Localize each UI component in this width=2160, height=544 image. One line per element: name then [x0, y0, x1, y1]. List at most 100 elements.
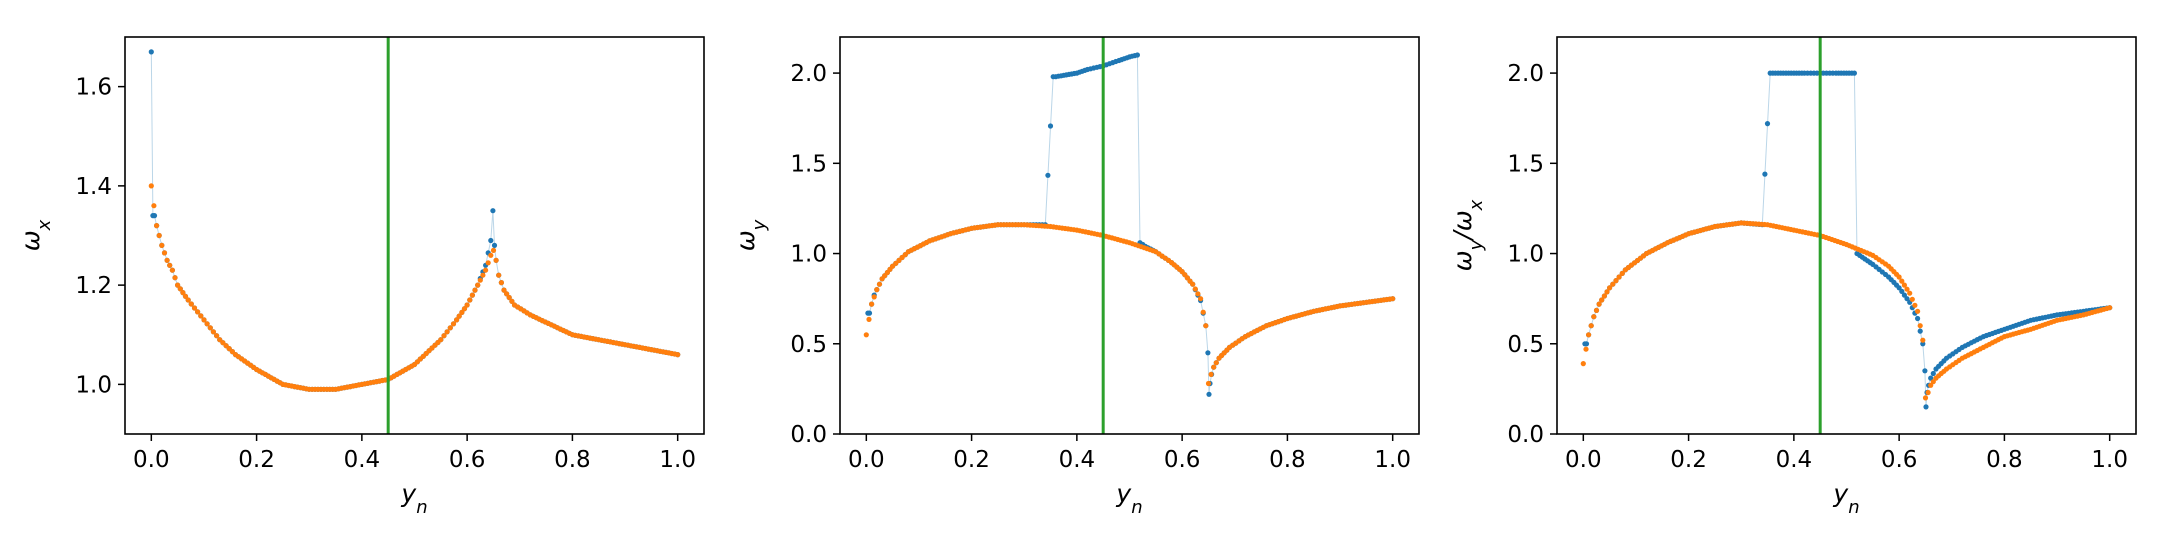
y-axis-label: ωy/ωx	[1448, 199, 1487, 271]
data-point-orange	[214, 333, 220, 339]
axes-frame	[1556, 36, 2137, 435]
data-point-orange	[506, 294, 512, 301]
x-tick-label: 1.0	[659, 447, 696, 473]
data-point-orange	[496, 272, 502, 278]
data-point-orange	[493, 257, 499, 263]
data-point-blue	[1928, 375, 1934, 381]
data-point-blue	[1045, 172, 1051, 178]
data-point-orange	[1593, 307, 1600, 313]
y-tick-label: 1.0	[1507, 242, 1544, 268]
data-point-orange	[444, 329, 450, 335]
data-point-blue	[491, 242, 498, 248]
x-tick-label: 0.2	[1670, 447, 1707, 473]
data-point-blue	[1583, 341, 1590, 347]
data-point-orange	[456, 313, 462, 319]
data-point-orange	[1190, 281, 1196, 287]
data-point-orange	[182, 293, 189, 299]
data-point-orange	[1596, 301, 1602, 307]
data-point-orange	[154, 223, 160, 229]
data-point-orange	[464, 302, 470, 308]
data-point-orange	[164, 257, 170, 263]
data-point-orange	[450, 321, 457, 327]
data-point-orange	[461, 306, 468, 312]
data-point-orange	[869, 301, 875, 307]
data-point-orange	[1607, 285, 1613, 291]
data-point-orange	[1619, 270, 1625, 276]
data-point-orange	[151, 203, 157, 209]
data-point-orange	[167, 262, 173, 268]
data-point-blue	[148, 49, 154, 55]
axes-frame	[839, 36, 1420, 435]
data-point-orange	[863, 332, 869, 338]
data-point-orange	[477, 277, 483, 283]
x-tick-label: 0.0	[1565, 447, 1602, 473]
y-axis-label: ωy	[731, 219, 770, 251]
data-point-blue	[1896, 285, 1902, 291]
data-point-orange	[483, 267, 489, 273]
x-axis-label: yn	[1115, 479, 1142, 518]
data-point-orange	[874, 287, 880, 293]
data-point-orange	[1928, 382, 1934, 388]
data-point-orange	[509, 298, 515, 304]
data-point-orange	[1917, 323, 1923, 329]
data-point-orange	[1925, 389, 1931, 396]
x-tick-label: 0.6	[1881, 447, 1918, 473]
y-tick-label: 1.0	[75, 372, 112, 398]
y-tick-label: 1.4	[75, 174, 112, 200]
data-point-orange	[1899, 278, 1905, 284]
data-point-orange	[488, 252, 494, 258]
data-point-blue	[1917, 328, 1923, 334]
data-point-orange	[1610, 281, 1616, 287]
data-point-blue	[1764, 121, 1771, 127]
data-point-orange	[148, 183, 154, 189]
data-point-blue	[1901, 292, 1907, 298]
y-tick-label: 2.0	[790, 61, 827, 87]
data-point-orange	[1920, 337, 1926, 343]
data-point-orange	[1580, 361, 1586, 367]
data-point-orange	[1915, 308, 1921, 314]
x-tick-label: 0.8	[1986, 447, 2023, 473]
data-point-orange	[441, 333, 447, 339]
data-point-orange	[876, 281, 883, 287]
data-point-orange	[177, 286, 183, 292]
data-point-blue	[1904, 296, 1910, 302]
data-point-orange	[866, 316, 872, 322]
data-point-orange	[1896, 274, 1902, 280]
x-tick-label: 0.4	[344, 447, 381, 473]
data-point-orange	[1588, 323, 1594, 329]
y-tick-label: 2.0	[1507, 61, 1544, 87]
x-axis-label: yn	[1832, 479, 1859, 518]
y-tick-label: 0.5	[790, 332, 827, 358]
data-point-orange	[485, 260, 491, 266]
data-point-blue	[1205, 350, 1211, 356]
data-point-orange	[454, 317, 460, 323]
y-tick-label: 1.5	[1507, 151, 1544, 177]
data-point-blue	[1851, 70, 1857, 76]
y-tick-label: 1.6	[75, 75, 112, 101]
data-point-orange	[1912, 302, 1918, 308]
data-point-orange	[459, 309, 465, 315]
data-point-orange	[195, 309, 201, 315]
data-point-orange	[1907, 290, 1913, 296]
x-tick-label: 0.4	[1059, 447, 1096, 473]
data-point-orange	[1599, 297, 1605, 303]
data-point-orange	[1198, 296, 1204, 302]
x-tick-label: 0.0	[848, 447, 885, 473]
data-point-orange	[438, 337, 444, 343]
data-point-orange	[210, 329, 216, 335]
x-tick-label: 0.0	[133, 447, 170, 473]
data-point-orange	[185, 297, 191, 303]
data-point-orange	[1213, 360, 1219, 366]
x-tick-label: 0.2	[238, 447, 275, 473]
data-point-orange	[1613, 278, 1619, 284]
data-point-blue	[1930, 370, 1936, 377]
data-point-orange	[1904, 286, 1910, 292]
series-line-blue	[867, 54, 1393, 395]
y-tick-label: 1.5	[790, 151, 827, 177]
x-tick-label: 0.8	[1269, 447, 1306, 473]
data-point-orange	[1591, 314, 1597, 320]
y-tick-label: 1.0	[790, 242, 827, 268]
data-point-blue	[1923, 404, 1929, 410]
